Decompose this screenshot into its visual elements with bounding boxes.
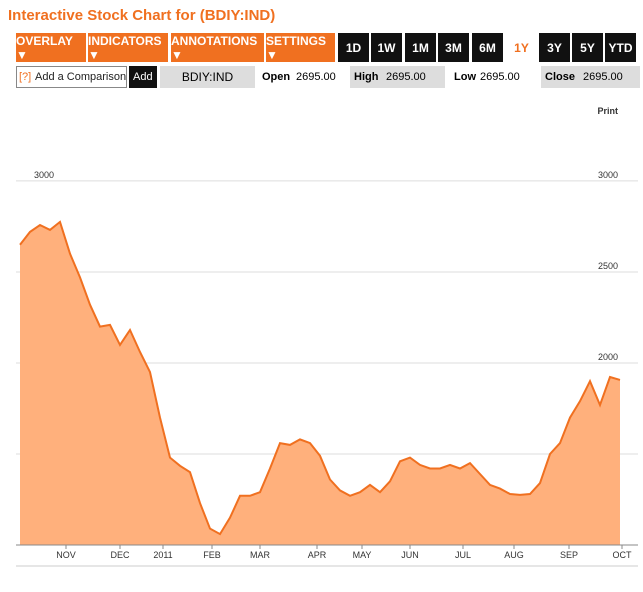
range-button[interactable]: 1M [405, 33, 436, 62]
x-tick-label: DEC [110, 550, 130, 560]
range-button[interactable]: 1Y [506, 33, 537, 62]
quote-value: 2695.00 [480, 71, 520, 83]
quote-value: 2695.00 [296, 71, 336, 83]
range-button[interactable]: 1D [338, 33, 369, 62]
quote-label: Close [545, 71, 575, 83]
y-tick-label-right: 2000 [598, 352, 618, 362]
x-tick-label: MAR [250, 550, 271, 560]
x-tick-label: AUG [504, 550, 524, 560]
quote-field [350, 66, 445, 88]
x-tick-label: 2011 [153, 550, 172, 560]
menu-button[interactable]: INDICATORS ▼ [88, 33, 168, 62]
range-button[interactable]: YTD [605, 33, 636, 62]
range-button[interactable]: 6M [472, 33, 503, 62]
range-button[interactable]: 5Y [572, 33, 603, 62]
y-tick-label-right: 3000 [598, 170, 618, 180]
quote-field [541, 66, 640, 88]
range-button[interactable]: 3Y [539, 33, 570, 62]
y-tick-label-right: 2500 [598, 261, 618, 271]
area-fill [20, 221, 620, 545]
x-tick-label: SEP [560, 550, 578, 560]
x-tick-label: JUL [455, 550, 471, 560]
menu-button[interactable]: ANNOTATIONS ▼ [171, 33, 264, 62]
price-line [19, 220, 621, 536]
y-tick-label: 3000 [34, 170, 54, 180]
x-tick-label: NOV [56, 550, 76, 560]
help-link[interactable]: [?] [19, 71, 32, 83]
range-button[interactable]: 3M [438, 33, 469, 62]
x-tick-label: APR [308, 550, 327, 560]
print-link[interactable]: Print [597, 106, 618, 116]
range-button[interactable]: 1W [371, 33, 402, 62]
x-tick-label: OCT [613, 550, 633, 560]
quote-value: 2695.00 [583, 71, 623, 83]
quote-label: Low [454, 71, 476, 83]
menu-button[interactable]: OVERLAY ▼ [16, 33, 86, 62]
x-tick-label: MAY [353, 550, 372, 560]
add-button[interactable]: Add [129, 66, 157, 88]
comparison-placeholder: Add a Comparison [35, 71, 127, 83]
comparison-input[interactable] [16, 66, 127, 88]
quote-value: 2695.00 [386, 71, 426, 83]
x-tick-label: FEB [203, 550, 221, 560]
menu-button[interactable]: SETTINGS ▼ [266, 33, 335, 62]
quote-label: Open [262, 71, 291, 83]
quote-label: High [354, 71, 379, 83]
page-title: Interactive Stock Chart for (BDIY:IND) [8, 7, 276, 24]
x-tick-label: JUN [401, 550, 419, 560]
symbol: BDIY:IND [160, 66, 255, 88]
